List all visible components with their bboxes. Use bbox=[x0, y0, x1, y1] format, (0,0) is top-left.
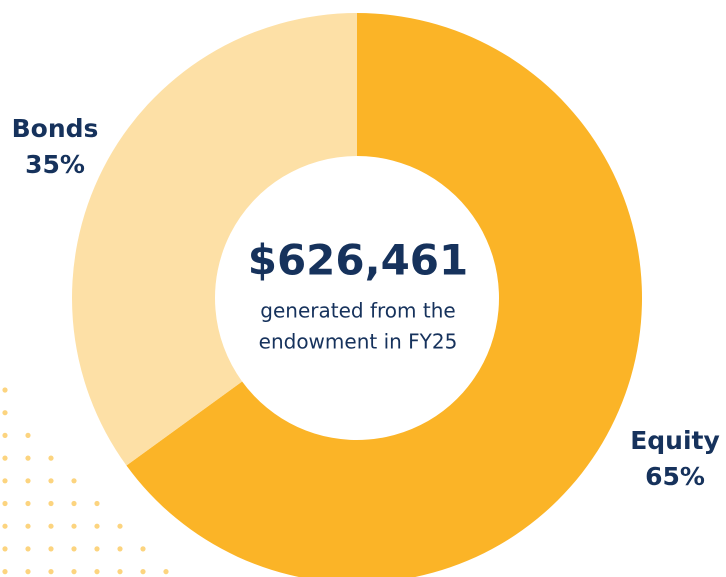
dot bbox=[25, 546, 31, 552]
value-label: 65% bbox=[645, 462, 705, 491]
value-label: 35% bbox=[25, 150, 85, 179]
dot bbox=[25, 569, 31, 575]
donut bbox=[71, 13, 642, 577]
slice-label: Equity bbox=[630, 426, 720, 455]
dot bbox=[2, 523, 8, 529]
dot bbox=[71, 569, 77, 575]
dot bbox=[117, 569, 123, 575]
dot bbox=[117, 546, 123, 552]
dot bbox=[25, 500, 31, 507]
dot bbox=[71, 523, 77, 529]
dot bbox=[94, 523, 100, 529]
dot bbox=[25, 478, 31, 484]
center-text: endowment in FY25 bbox=[259, 330, 458, 354]
center-value: $626,461 bbox=[248, 236, 469, 285]
dot bbox=[2, 569, 8, 575]
dot bbox=[2, 478, 8, 484]
dot bbox=[2, 432, 8, 438]
dot bbox=[48, 455, 54, 461]
dot bbox=[71, 500, 77, 507]
center-text: generated from the bbox=[260, 299, 455, 323]
dot bbox=[48, 478, 54, 484]
dot bbox=[48, 500, 54, 507]
decorative-dots bbox=[2, 387, 169, 575]
dot bbox=[25, 455, 31, 461]
dot bbox=[2, 546, 8, 552]
dot bbox=[94, 546, 100, 552]
dot bbox=[94, 569, 100, 575]
dot bbox=[2, 387, 8, 393]
dot bbox=[117, 523, 123, 529]
dot bbox=[71, 478, 77, 484]
slice bbox=[126, 13, 642, 577]
dot bbox=[163, 569, 169, 575]
dot bbox=[2, 455, 8, 461]
slice bbox=[71, 13, 357, 466]
dot bbox=[140, 569, 146, 575]
dot bbox=[25, 523, 31, 529]
dot bbox=[48, 546, 54, 552]
dot bbox=[25, 432, 31, 438]
dot bbox=[71, 546, 77, 552]
dot bbox=[2, 410, 8, 416]
dot bbox=[140, 546, 146, 552]
slice-label: Bonds bbox=[12, 114, 99, 143]
dot bbox=[94, 500, 100, 507]
dot bbox=[48, 569, 54, 575]
dot bbox=[48, 523, 54, 529]
dot bbox=[2, 500, 8, 507]
